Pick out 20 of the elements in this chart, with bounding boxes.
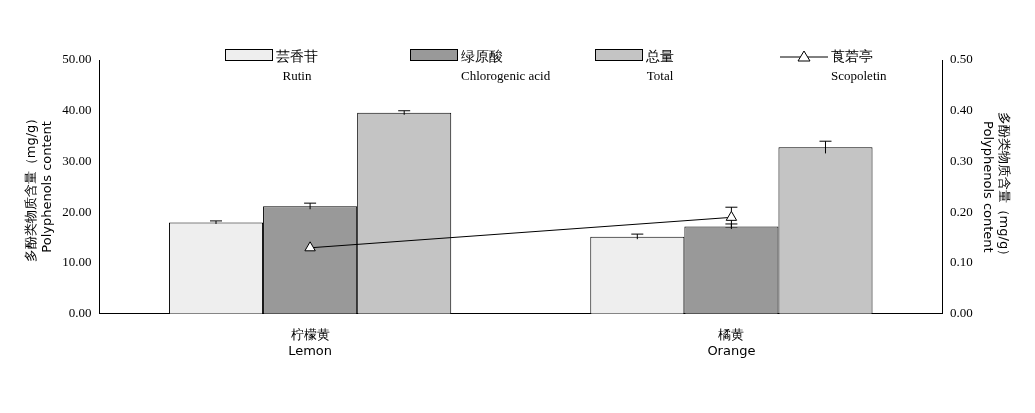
y-tick-label: 20.00 (62, 203, 92, 219)
y2-tick-label: 0.40 (950, 102, 973, 118)
y-tick-label: 50.00 (62, 51, 92, 67)
legend-label: 总量 Total (646, 47, 674, 85)
legend-label: 芸香苷 Rutin (276, 47, 318, 85)
y2-axis-title: 多酚类物质含量（mg/g） Polyphenols content (981, 111, 1012, 263)
y-tick-label: 40.00 (62, 102, 92, 118)
x-tick-label: 橘黄 Orange (707, 326, 756, 358)
y2-tick-label: 0.20 (950, 203, 973, 219)
y2-tick-label: 0.10 (950, 254, 973, 270)
y2-tick-label: 0.30 (950, 152, 973, 168)
y-axis-title: 多酚类物质含量（mg/g） Polyphenols content (23, 111, 54, 263)
legend-label: 莨菪亭 Scopoletin (831, 47, 887, 85)
y-tick-label: 30.00 (62, 152, 92, 168)
y2-tick-label: 0.50 (950, 51, 973, 67)
y2-tick-label: 0.00 (950, 305, 973, 321)
legend-label: 绿原酸 Chlorogenic acid (461, 47, 551, 85)
x-tick-label: 柠檬黄 Lemon (288, 326, 333, 358)
y-tick-label: 0.00 (68, 305, 92, 321)
y-tick-label: 10.00 (62, 254, 92, 270)
